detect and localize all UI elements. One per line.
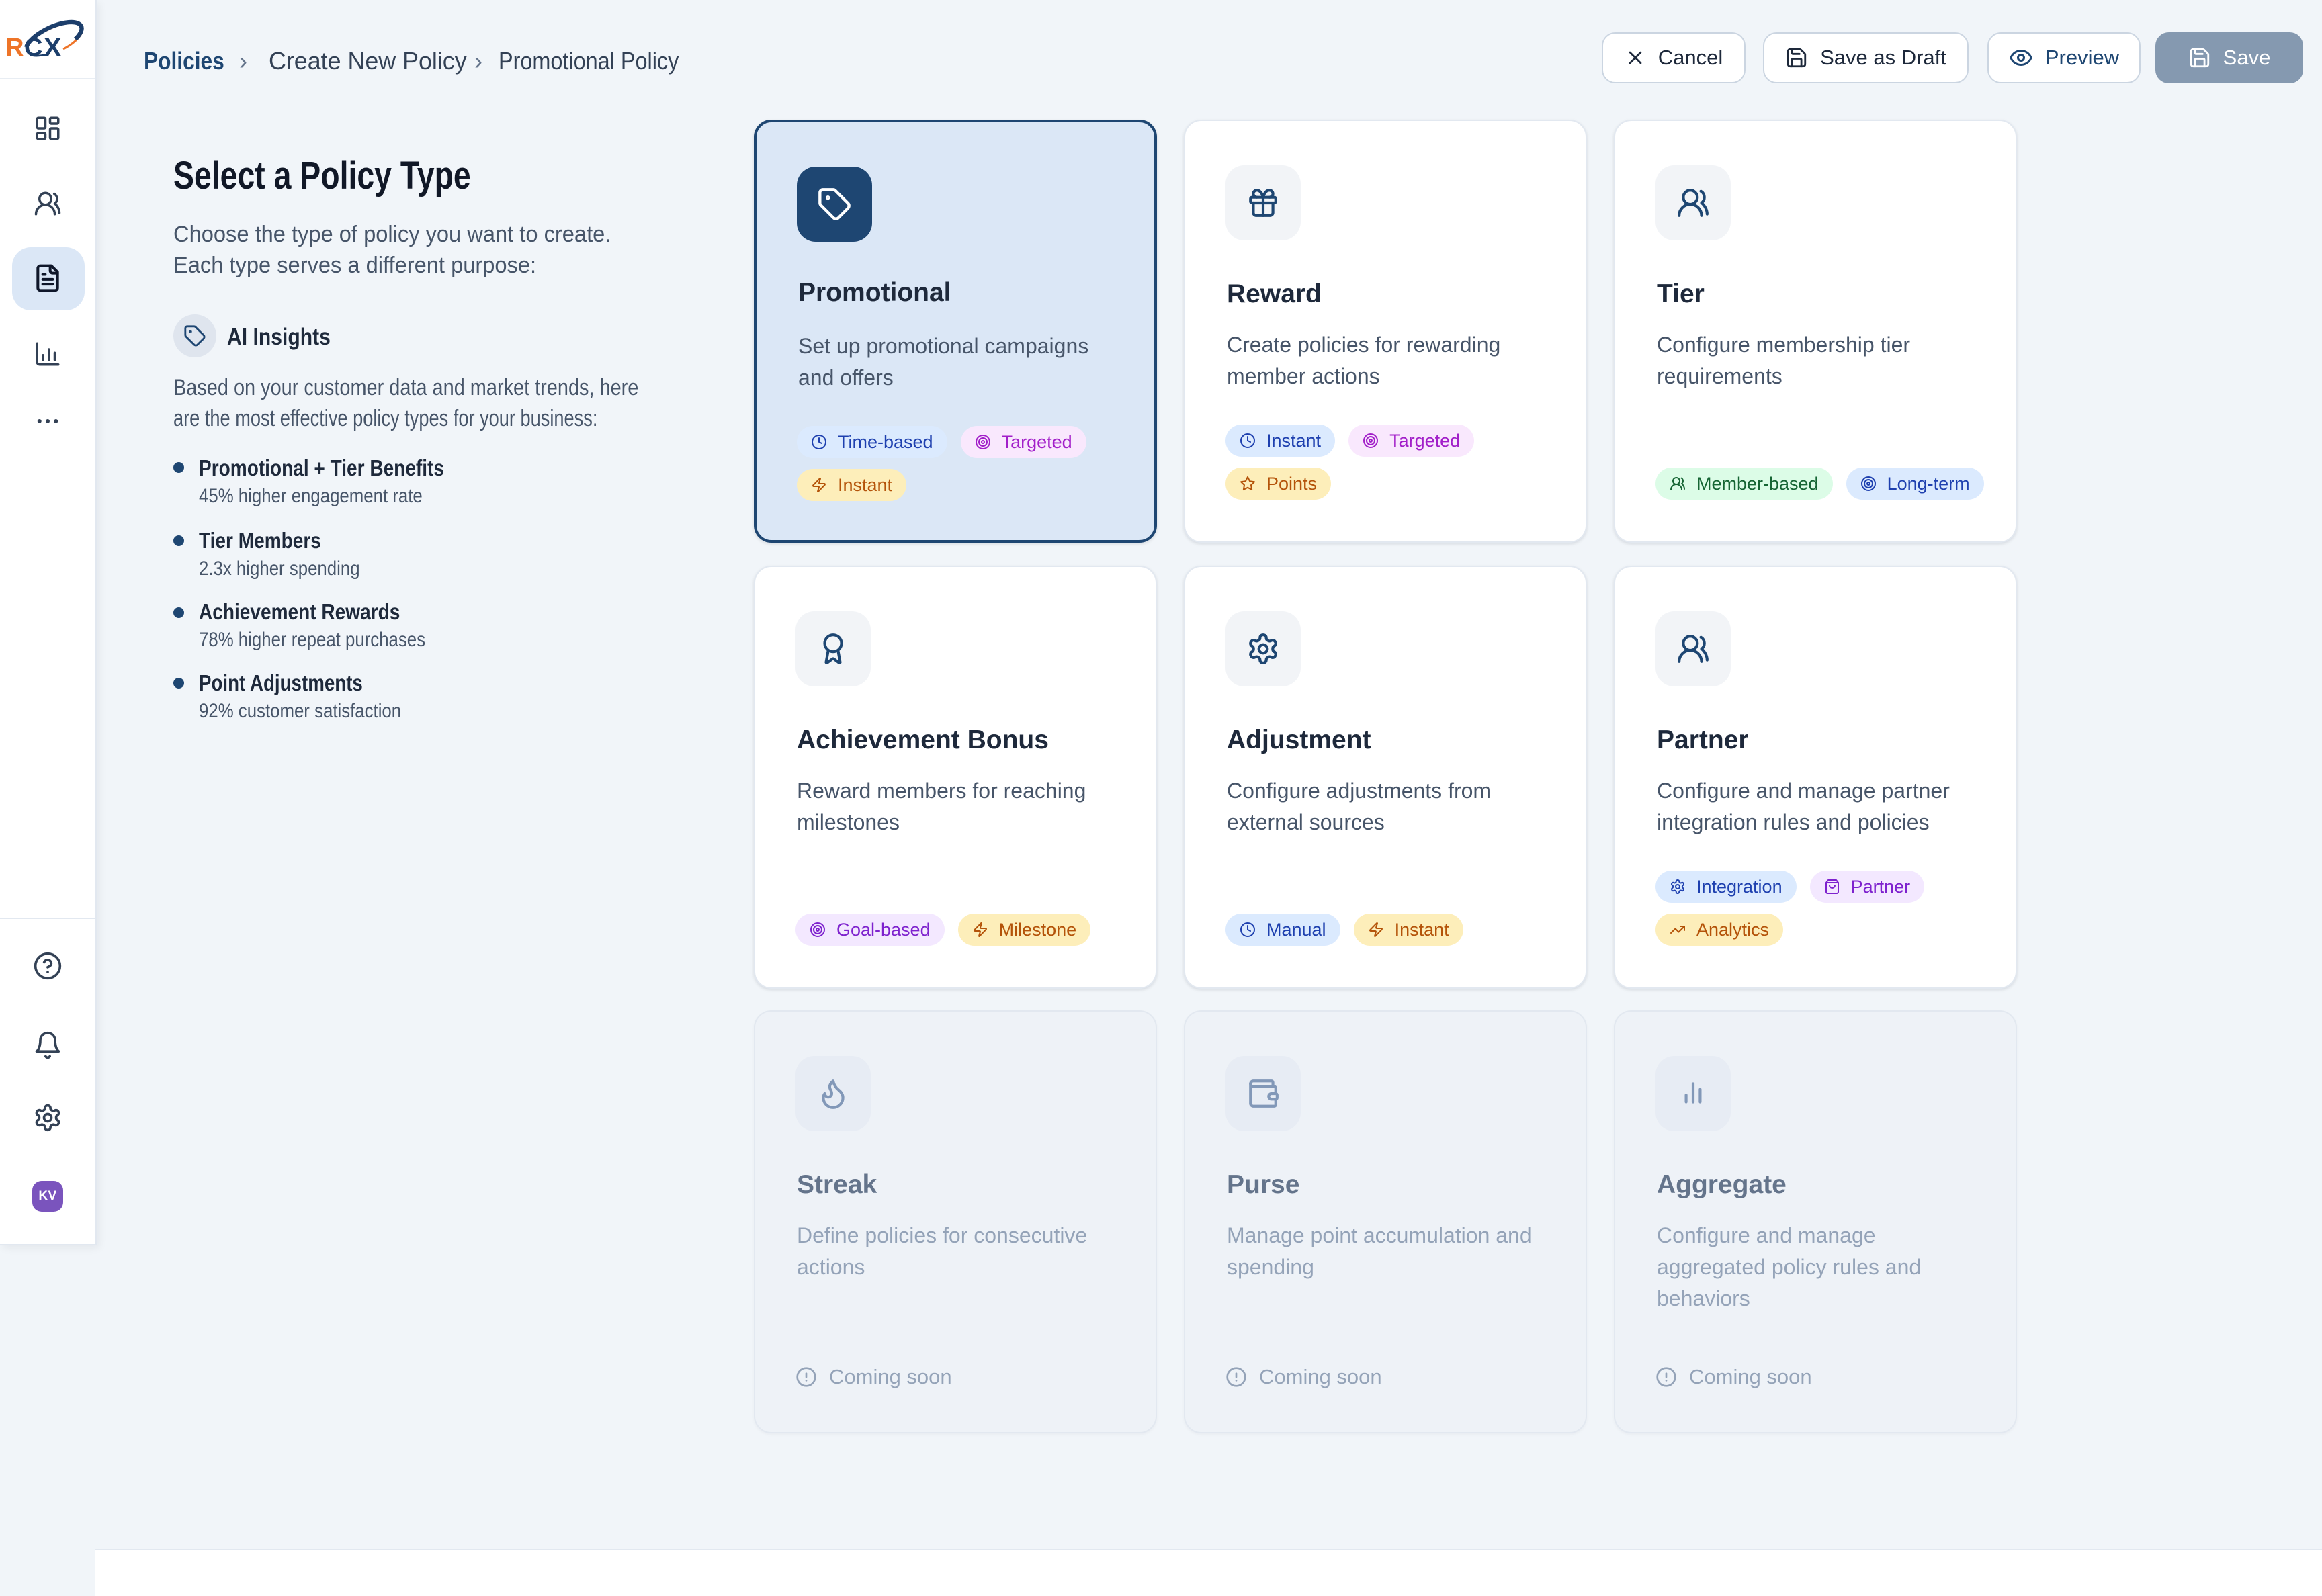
svg-text:C: C (24, 34, 42, 62)
svg-text:X: X (44, 33, 62, 62)
svg-text:R: R (5, 34, 24, 62)
